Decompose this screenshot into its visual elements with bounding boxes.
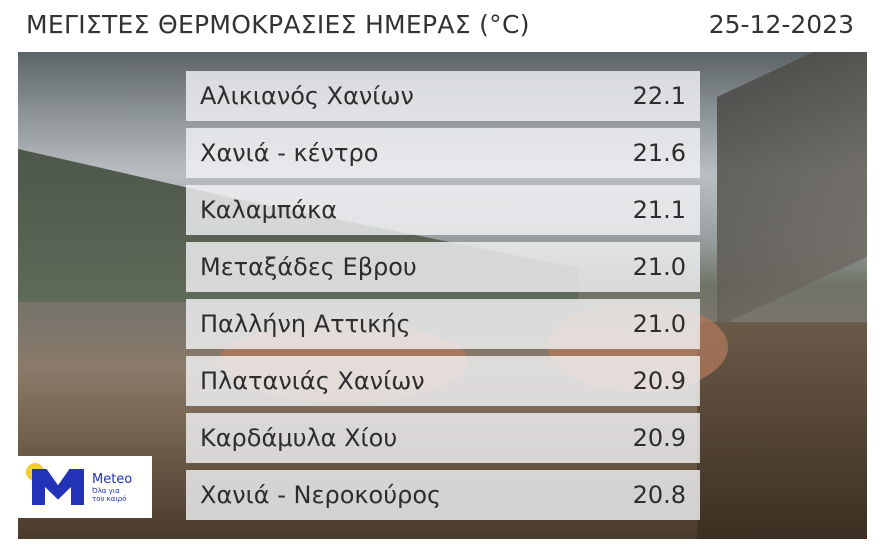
bench-back xyxy=(717,52,867,327)
temperature-value: 20.8 xyxy=(632,481,686,509)
logo-name: Meteo xyxy=(92,471,133,487)
station-name: Παλλήνη Αττικής xyxy=(200,310,411,338)
temperature-value: 21.1 xyxy=(632,196,686,224)
table-row: Πλατανιάς Χανίων 20.9 xyxy=(186,356,700,406)
table-row: Αλικιανός Χανίων 22.1 xyxy=(186,71,700,121)
table-row: Χανιά - Νεροκούρος 20.8 xyxy=(186,470,700,520)
meteo-logo: Meteo Όλα για τον καιρό xyxy=(18,456,152,518)
table-row: Καλαμπάκα 21.1 xyxy=(186,185,700,235)
logo-tagline: τον καιρό xyxy=(92,494,127,503)
temperature-value: 20.9 xyxy=(632,367,686,395)
temperature-value: 21.0 xyxy=(632,310,686,338)
station-name: Χανιά - Νεροκούρος xyxy=(200,481,442,509)
temperature-table: Αλικιανός Χανίων 22.1 Χανιά - κέντρο 21.6 … xyxy=(186,71,700,527)
temperature-value: 20.9 xyxy=(632,424,686,452)
table-row: Καρδάμυλα Χίου 20.9 xyxy=(186,413,700,463)
temperature-value: 21.0 xyxy=(632,253,686,281)
date-label: 25-12-2023 xyxy=(708,10,854,39)
station-name: Χανιά - κέντρο xyxy=(200,139,379,167)
temperature-value: 21.6 xyxy=(632,139,686,167)
table-row: Παλλήνη Αττικής 21.0 xyxy=(186,299,700,349)
temperature-value: 22.1 xyxy=(632,82,686,110)
station-name: Καρδάμυλα Χίου xyxy=(200,424,398,452)
station-name: Αλικιανός Χανίων xyxy=(200,82,414,110)
station-name: Πλατανιάς Χανίων xyxy=(200,367,425,395)
station-name: Καλαμπάκα xyxy=(200,196,338,224)
m-logo-icon xyxy=(32,469,84,505)
table-row: Μεταξάδες Εβρου 21.0 xyxy=(186,242,700,292)
bench-seat xyxy=(697,322,867,539)
logo-tagline: Όλα για xyxy=(92,486,120,495)
station-name: Μεταξάδες Εβρου xyxy=(200,253,417,281)
page-title: ΜΕΓΙΣΤΕΣ ΘΕΡΜΟΚΡΑΣΙΕΣ ΗΜΕΡΑΣ (°C) xyxy=(26,10,530,39)
table-row: Χανιά - κέντρο 21.6 xyxy=(186,128,700,178)
